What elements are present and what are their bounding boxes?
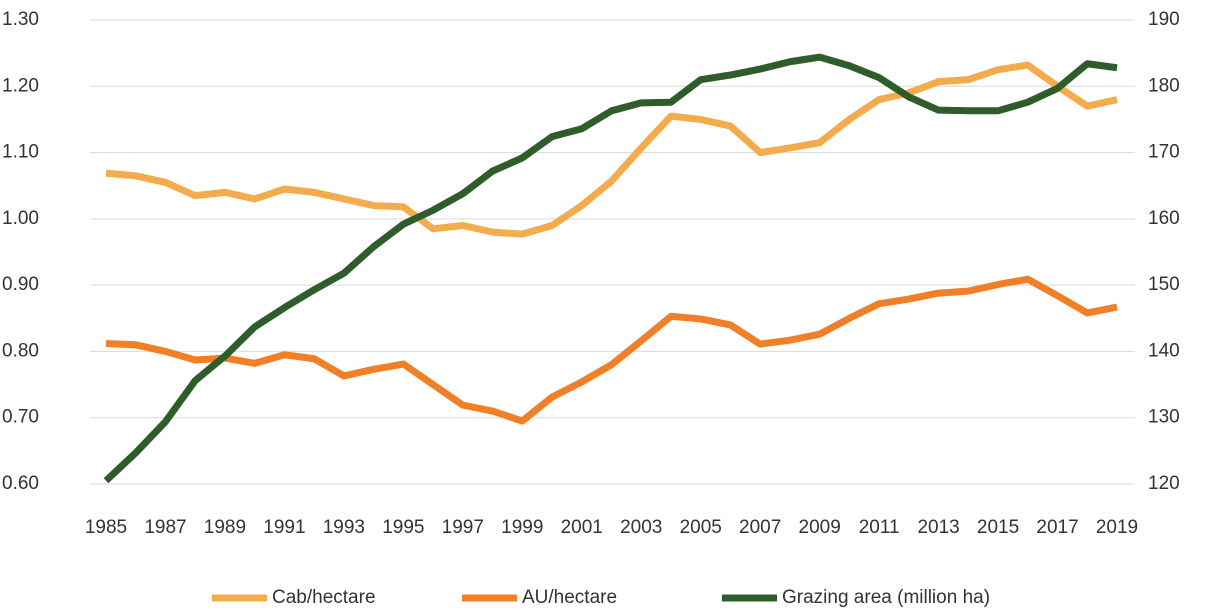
x-tick-label: 2011 [859, 517, 900, 538]
x-tick-label: 2003 [620, 517, 662, 538]
x-tick-label: 2013 [917, 517, 959, 538]
series-line [105, 275, 1118, 425]
legend-label: Grazing area (million ha) [782, 587, 990, 608]
x-tick-label: 1995 [382, 517, 424, 538]
x-tick-label: 1987 [144, 517, 186, 538]
legend-label: Cab/hectare [272, 587, 376, 608]
y2-tick-label: 160 [1148, 208, 1180, 229]
y2-tick-label: 130 [1148, 407, 1180, 428]
y-tick-label: 1.00 [2, 208, 39, 229]
x-tick-label: 1999 [501, 517, 543, 538]
x-tick-label: 2017 [1036, 517, 1078, 538]
y-tick-label: 0.80 [2, 340, 39, 361]
legend-label: AU/hectare [522, 587, 617, 608]
x-tick-label: 2009 [799, 517, 841, 538]
x-tick-label: 2005 [680, 517, 722, 538]
series-line [103, 53, 1118, 484]
y-tick-label: 0.70 [2, 407, 39, 428]
x-tick-label: 1997 [442, 517, 484, 538]
y2-tick-label: 190 [1148, 9, 1180, 30]
y-tick-label: 1.10 [2, 142, 39, 163]
x-tick-label: 1985 [85, 517, 127, 538]
y2-tick-label: 120 [1148, 473, 1180, 494]
y2-tick-label: 170 [1148, 142, 1180, 163]
y-tick-label: 1.20 [2, 75, 39, 96]
y-tick-label: 1.30 [2, 9, 39, 30]
x-tick-label: 2019 [1096, 517, 1138, 538]
y2-tick-label: 140 [1148, 340, 1180, 361]
y2-tick-label: 180 [1148, 75, 1180, 96]
y2-tick-label: 150 [1148, 274, 1180, 295]
x-tick-label: 1991 [263, 517, 305, 538]
y-tick-label: 0.60 [2, 473, 39, 494]
x-tick-label: 1993 [323, 517, 365, 538]
x-tick-label: 2007 [739, 517, 781, 538]
y-tick-label: 0.90 [2, 274, 39, 295]
x-tick-label: 2015 [977, 517, 1019, 538]
x-tick-label: 2001 [561, 517, 603, 538]
x-tick-label: 1989 [204, 517, 246, 538]
series-line [105, 61, 1118, 238]
